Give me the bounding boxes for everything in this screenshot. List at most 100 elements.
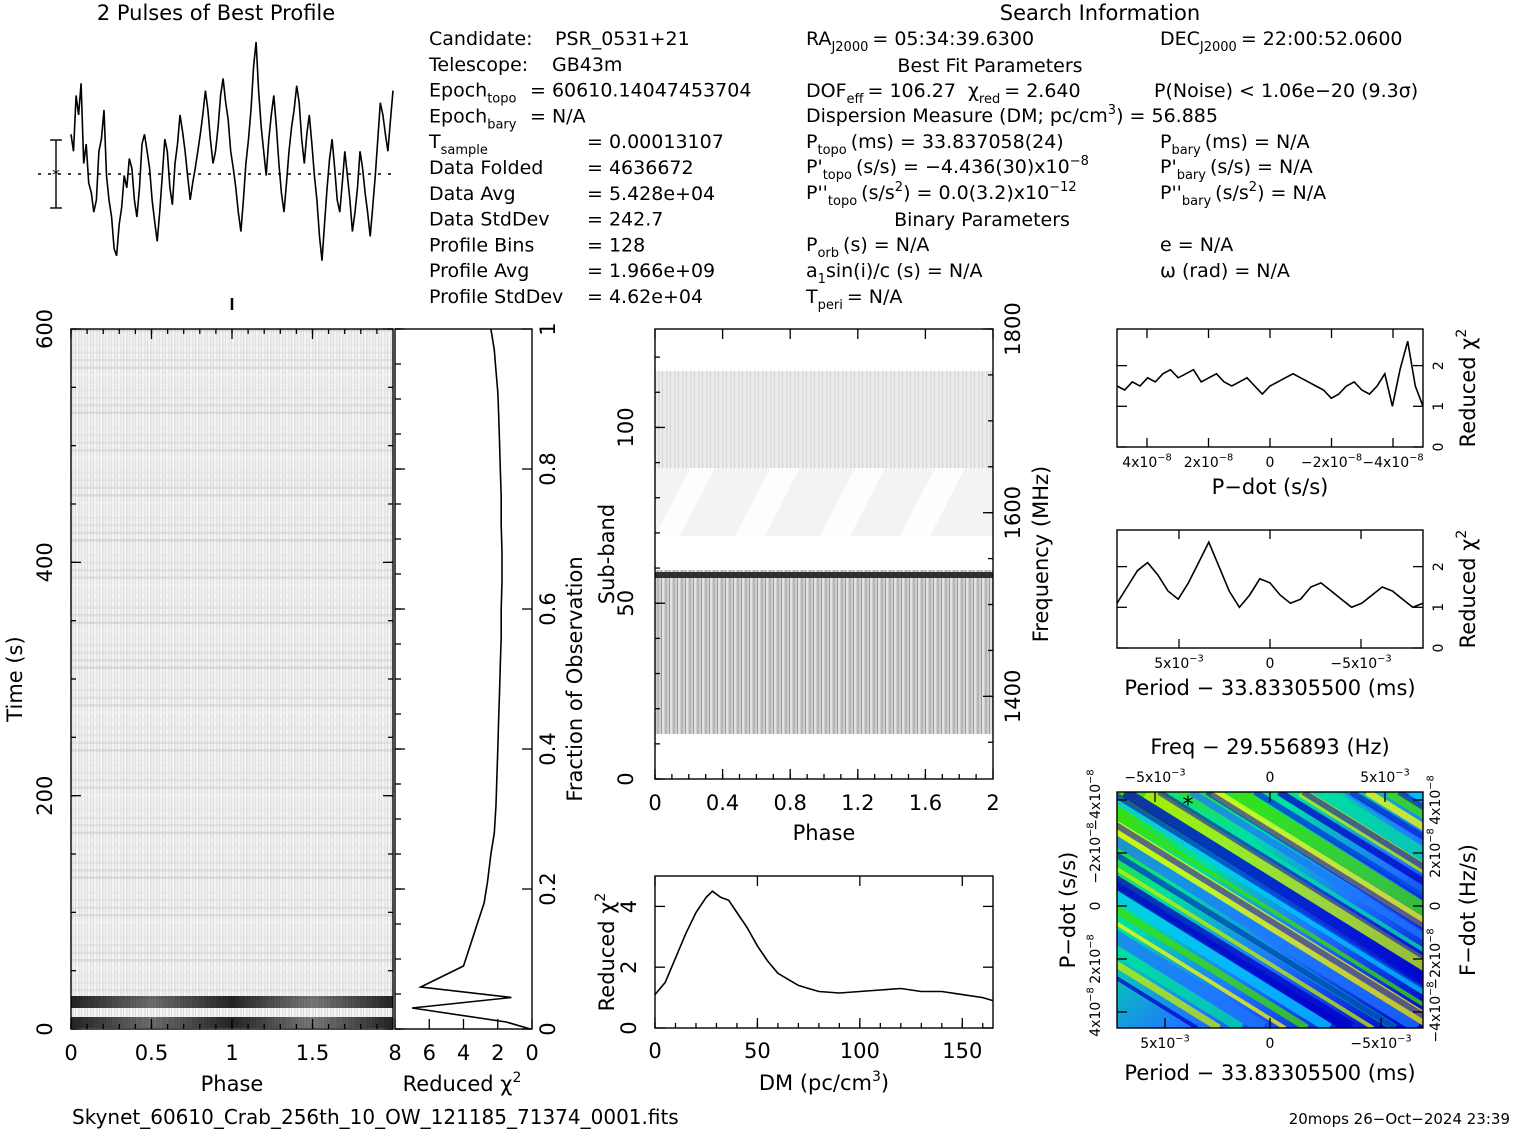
y-axis-label: Fraction of Observation bbox=[563, 556, 587, 801]
y2-axis-label: Frequency (MHz) bbox=[1029, 466, 1053, 642]
info-label-text: Telescope: bbox=[428, 54, 528, 76]
x-tick-label: 6 bbox=[423, 1041, 436, 1065]
time-phase-row bbox=[71, 449, 393, 452]
y-tick-label: 0 bbox=[1088, 902, 1104, 911]
time-phase-row bbox=[71, 914, 393, 917]
info-value: GB43m bbox=[552, 54, 622, 76]
time-phase-row bbox=[71, 576, 393, 579]
x-tick-label: 1.5 bbox=[296, 1041, 329, 1065]
period-pdot-dark-stripe bbox=[1117, 822, 1423, 1020]
period-pdot-dark-stripe bbox=[1495, 792, 1517, 1028]
tick-base: −2x10 bbox=[1428, 943, 1444, 990]
tick-exp: −8 bbox=[1426, 928, 1437, 942]
y-axis-label: Reduced χ2 bbox=[593, 893, 619, 1012]
time-phase-row bbox=[71, 464, 393, 467]
x-tick-label: 0 bbox=[648, 1039, 661, 1063]
period-pdot-stripe bbox=[1117, 921, 1287, 1028]
tick-exp: −3 bbox=[1377, 654, 1391, 665]
top-tick-label: 5x10−3 bbox=[1360, 768, 1409, 786]
y-tick-label: 0.8 bbox=[536, 452, 560, 485]
time-phase-row bbox=[71, 846, 393, 849]
period-pdot-dark-stripe bbox=[1117, 851, 1397, 1028]
x-tick-label: 0 bbox=[1266, 1036, 1275, 1052]
y-axis-label: P−dot (s/s) bbox=[1056, 852, 1080, 969]
x-tick-label: 0 bbox=[525, 1041, 538, 1065]
x-tick-label: 1 bbox=[225, 1041, 238, 1065]
time-phase-row bbox=[71, 651, 393, 654]
info-value: = 60610.14047453704 bbox=[530, 80, 751, 102]
info-label: Data Avg bbox=[429, 183, 516, 205]
time-phase-row bbox=[71, 929, 393, 932]
dm-line: Dispersion Measure (DM; pc/cm3) = 56.885 bbox=[806, 103, 1218, 127]
y2-axis-label: F−dot (Hz/s) bbox=[1456, 844, 1480, 976]
x-tick-label: 8 bbox=[388, 1041, 401, 1065]
time-phase-row bbox=[71, 891, 393, 894]
x-tick-label: 5x10−3 bbox=[1154, 654, 1203, 672]
time-phase-row bbox=[71, 786, 393, 789]
y-tick-label: 2 bbox=[1431, 562, 1447, 571]
time-phase-row bbox=[71, 599, 393, 602]
x-tick-label: 5x10−3 bbox=[1140, 1034, 1189, 1052]
y-tick-label: 0.6 bbox=[536, 592, 560, 625]
time-phase-row bbox=[71, 884, 393, 887]
tick-exp: −8 bbox=[1157, 453, 1171, 464]
subband-diagonal-artifacts bbox=[655, 468, 965, 536]
y-axis-label: Sub-band bbox=[595, 504, 619, 604]
period-pdot-best-marker: * bbox=[1183, 793, 1194, 818]
period-pdot-stripe bbox=[1319, 792, 1423, 862]
tick-base: 4x10 bbox=[1122, 455, 1157, 471]
time-phase-row bbox=[71, 501, 393, 504]
period-pdot-stripe bbox=[1117, 960, 1221, 1028]
x-axis-label-tail: ) bbox=[881, 1071, 889, 1095]
y-tick-label: 2 bbox=[1431, 361, 1447, 370]
info-label-sub: sample bbox=[441, 143, 488, 158]
time-phase-row bbox=[71, 674, 393, 677]
tick-base: 0 bbox=[1266, 770, 1275, 786]
y-tick-label: −2x10−8 bbox=[1086, 822, 1104, 883]
tick-base: −4x10 bbox=[1362, 455, 1409, 471]
time-phase-row bbox=[71, 554, 393, 557]
time-phase-row bbox=[71, 621, 393, 624]
subband-dark-line bbox=[655, 572, 993, 578]
period-pdot-plot: * 5x10−3 0 −5x10−3−5x10−3 0 5x10−34x10−82x10… bbox=[1056, 735, 1517, 1085]
period-pdot-stripe bbox=[1477, 792, 1517, 1028]
period-pdot-stripe bbox=[1117, 890, 1332, 1028]
best-fit-title: Best Fit Parameters bbox=[897, 55, 1082, 77]
y-tick-label: 4x10−8 bbox=[1086, 987, 1104, 1036]
tick-base: 4x10 bbox=[1428, 790, 1444, 825]
period-pdot-dark-stripe bbox=[1117, 881, 1349, 1028]
time-phase-row bbox=[71, 516, 393, 519]
time-phase-row bbox=[71, 396, 393, 399]
time-phase-row bbox=[71, 591, 393, 594]
footer-stamp: 20mops 26−Oct−2024 23:39 bbox=[1289, 1110, 1510, 1128]
y-axis-label: Time (s) bbox=[3, 636, 27, 722]
info-label: Epochtopo bbox=[429, 80, 516, 107]
tick-base: −2x10 bbox=[1301, 455, 1348, 471]
y-tick-label: 400 bbox=[33, 542, 57, 582]
y-tick-label: 600 bbox=[33, 309, 57, 349]
period-pdot-dark-stripe bbox=[1117, 792, 1423, 990]
period-pdot-dark-stripe bbox=[1349, 792, 1423, 841]
time-phase-row bbox=[71, 629, 393, 632]
period-pdot-stripe bbox=[1343, 792, 1423, 843]
dec-line: DECJ2000 = 22:00:52.0600 bbox=[1160, 28, 1403, 55]
info-label-text: Data Folded bbox=[429, 157, 543, 179]
time-chi2-line bbox=[411, 328, 531, 1030]
period-pdot-stripe bbox=[1117, 975, 1199, 1028]
time-phase-row bbox=[71, 989, 393, 992]
y-tick-label: 200 bbox=[33, 776, 57, 816]
info-label-text: Epoch bbox=[429, 80, 487, 102]
y-axis-label: Reduced χ2 bbox=[1454, 530, 1480, 649]
ra-line: RAJ2000 = 05:34:39.6300 bbox=[806, 28, 1034, 55]
x-axis-label: Phase bbox=[201, 1072, 264, 1096]
time-phase-image bbox=[71, 329, 393, 1029]
y2-tick-label: 4x10−8 bbox=[1426, 775, 1444, 824]
period-pdot-stripe bbox=[1210, 792, 1423, 929]
pbary-line: Pbary (ms) = N/A bbox=[1160, 131, 1310, 158]
info-label: Data StdDev bbox=[429, 209, 550, 231]
time-phase-row bbox=[71, 794, 393, 797]
time-phase-row bbox=[71, 531, 393, 534]
y-tick-label: 100 bbox=[614, 407, 638, 447]
info-value: = 242.7 bbox=[587, 209, 663, 231]
time-phase-row bbox=[71, 756, 393, 759]
